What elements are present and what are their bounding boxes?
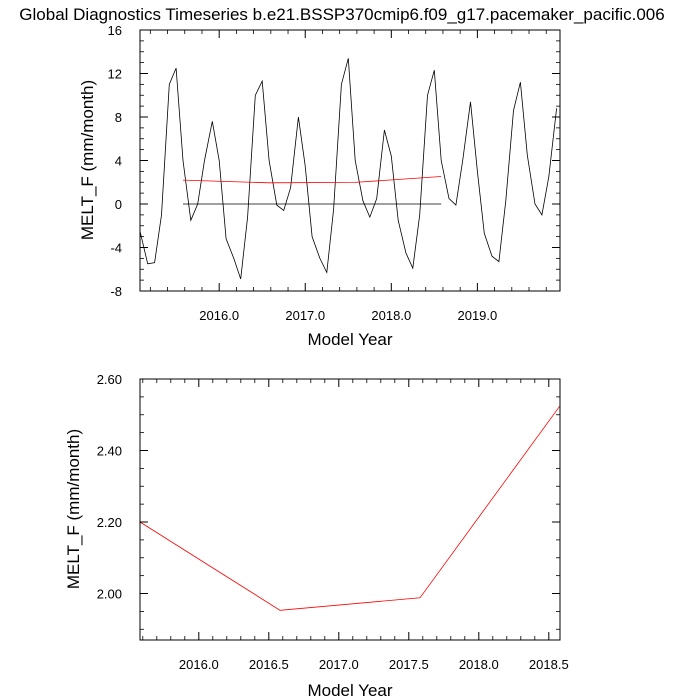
bottom-x-tick-label: 2016.5 [249, 657, 289, 672]
top-x-axis-label: Model Year [307, 330, 392, 349]
top-x-tick-label: 2016.0 [199, 308, 239, 323]
bottom-x-tick-label: 2017.5 [389, 657, 429, 672]
bottom-panel-ticks: 2016.0 2016.5 2017.0 2017.5 2018.0 2018.5 2.00… [97, 372, 569, 672]
bottom-y-tick-label: 2.00 [97, 587, 122, 602]
bottom-panel: 2016.0 2016.5 2017.0 2017.5 2018.0 2018.5 2.00… [64, 372, 569, 700]
bottom-plot-frame [139, 378, 561, 641]
top-series-line-1 [182, 176, 442, 184]
bottom-x-tick-label: 2016.0 [179, 657, 219, 672]
bottom-x-axis-label: Model Year [307, 681, 392, 700]
top-y-axis-label: MELT_F (mm/month) [78, 80, 97, 240]
bottom-x-tick-label: 2017.0 [319, 657, 359, 672]
top-x-tick-label: 2019.0 [457, 308, 497, 323]
top-plot-frame [139, 29, 561, 292]
top-y-tick-label: 16 [108, 23, 122, 38]
bottom-x-tick-label: 2018.5 [529, 657, 569, 672]
top-panel-marks [139, 58, 557, 280]
top-x-tick-label: 2017.0 [285, 308, 325, 323]
bottom-y-axis-label: MELT_F (mm/month) [64, 429, 83, 589]
bottom-series-line-0 [139, 405, 561, 611]
top-series-line-0 [139, 58, 557, 280]
top-x-tick-label: 2018.0 [371, 308, 411, 323]
top-y-tick-label: 12 [108, 67, 122, 82]
top-y-tick-label: -8 [110, 284, 122, 299]
top-y-tick-label: 4 [115, 154, 122, 169]
bottom-panel-marks [139, 405, 561, 611]
bottom-y-tick-label: 2.60 [97, 372, 122, 387]
top-y-tick-label: -4 [110, 241, 122, 256]
top-panel: 2016.0 2017.0 2018.0 2019.0 -8 -4 0 4 8 12 16 Mode… [78, 23, 561, 349]
top-panel-ticks: 2016.0 2017.0 2018.0 2019.0 -8 -4 0 4 8 12 16 [108, 23, 560, 323]
top-y-tick-label: 8 [115, 110, 122, 125]
top-y-tick-label: 0 [115, 197, 122, 212]
bottom-y-tick-label: 2.20 [97, 515, 122, 530]
figure-title: Global Diagnostics Timeseries b.e21.BSSP… [19, 5, 664, 24]
bottom-y-tick-label: 2.40 [97, 444, 122, 459]
bottom-x-tick-label: 2018.0 [459, 657, 499, 672]
